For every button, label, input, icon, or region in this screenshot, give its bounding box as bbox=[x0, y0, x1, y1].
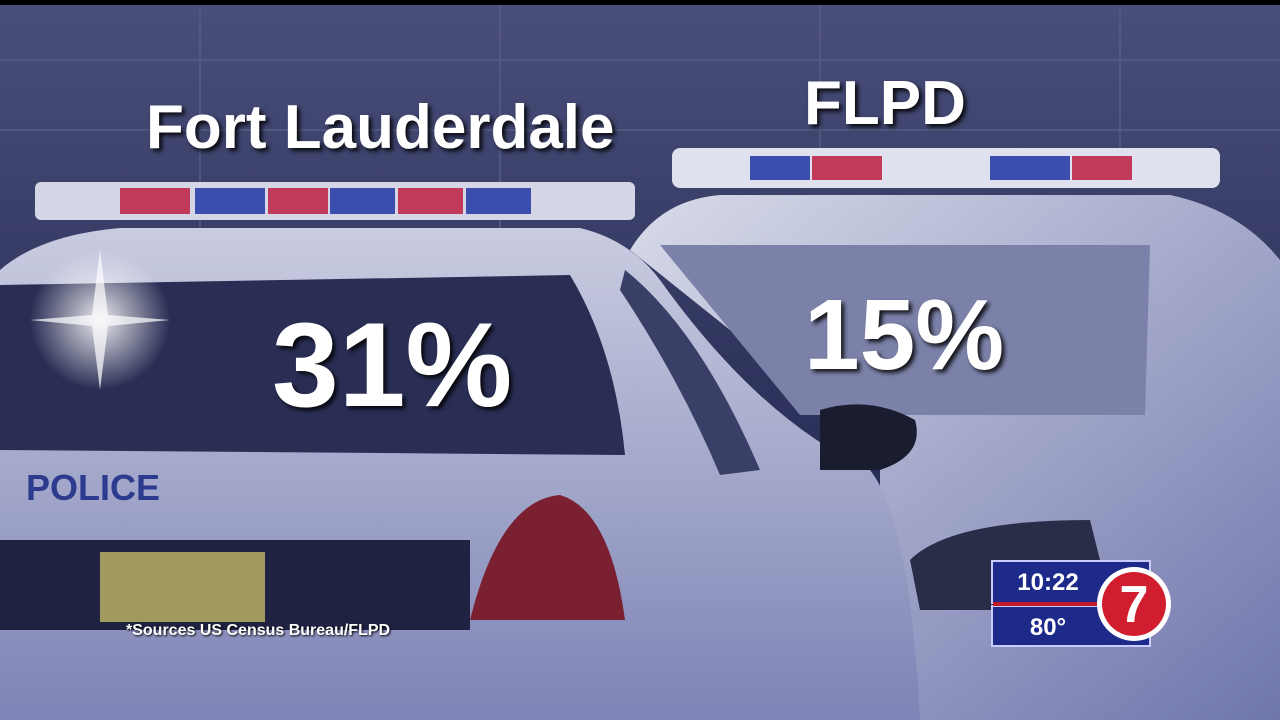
right-label: FLPD bbox=[804, 69, 966, 138]
car-lettering: POLICE bbox=[26, 467, 160, 508]
source-note: *Sources US Census Bureau/FLPD bbox=[126, 622, 391, 639]
right-percent: 15% bbox=[804, 279, 1005, 391]
left-percent: 31% bbox=[272, 298, 513, 432]
left-label: Fort Lauderdale bbox=[146, 93, 615, 162]
